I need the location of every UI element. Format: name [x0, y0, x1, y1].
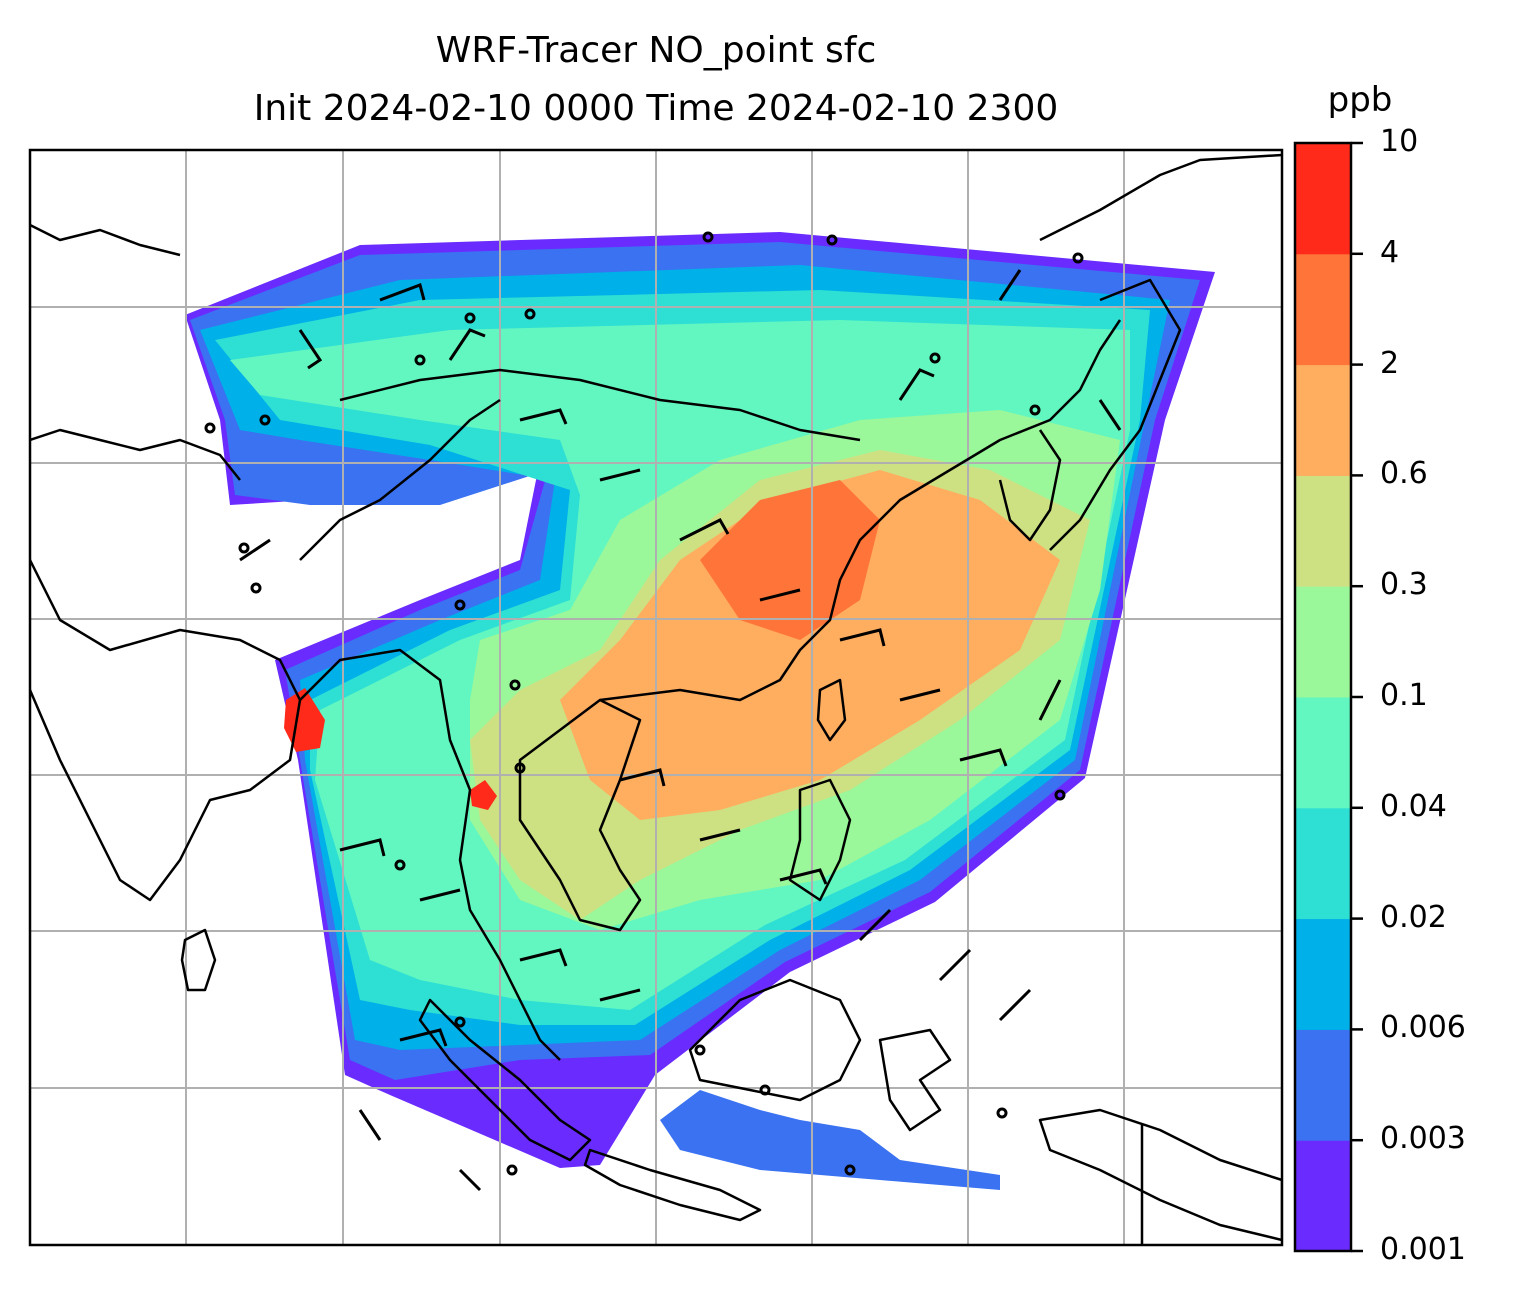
border-mongolia [339, 368, 861, 442]
colorbar-tick-label: 0.02 [1380, 899, 1447, 935]
coastlines [30, 153, 1282, 1245]
coast-java [583, 1148, 762, 1222]
coast-arabia [30, 428, 241, 481]
colorbar-segment-2 [1295, 918, 1351, 1030]
coast-taiwan [816, 678, 847, 742]
map-subtitle: Init 2024-02-10 0000 Time 2024-02-10 230… [253, 88, 1059, 129]
colorbar-unit: ppb [1327, 80, 1393, 120]
colorbar-segment-4 [1295, 697, 1351, 809]
colorbar [1295, 143, 1351, 1252]
map-title: WRF-Tracer NO_point sfc [435, 30, 877, 71]
colorbar-tick-label: 0.001 [1380, 1232, 1466, 1267]
coast-newguinea [1038, 1108, 1282, 1242]
coast-india [30, 559, 302, 902]
tracer-south-patch [660, 1090, 1000, 1190]
colorbar-segment-7 [1295, 364, 1351, 476]
border-china-west [299, 398, 501, 561]
colorbar-segment-6 [1295, 475, 1351, 587]
colorbar-tick-label: 2 [1380, 345, 1400, 381]
coast-siberia [1039, 153, 1282, 242]
colorbar-tick-label: 0.6 [1380, 456, 1428, 492]
colorbar-tick-label: 0.1 [1380, 678, 1428, 713]
colorbar-tick-label: 10 [1380, 124, 1419, 159]
coast-bay-east [299, 648, 561, 1061]
colorbar-segment-9 [1295, 143, 1351, 255]
colorbar-segment-1 [1295, 1029, 1351, 1141]
coast-sulawesi [878, 1028, 952, 1132]
colorbar-tick-label: 0.006 [1380, 1010, 1466, 1046]
coast-china [599, 319, 1122, 702]
colorbar-tick-label: 0.003 [1380, 1121, 1466, 1157]
wind-barbs [239, 269, 1122, 1192]
colorbar-tick-label: 4 [1380, 234, 1400, 270]
colorbar-segment-5 [1295, 586, 1351, 698]
coast-sumatra [418, 998, 592, 1162]
colorbar-segment-3 [1295, 807, 1351, 920]
coast-srilanka [180, 928, 217, 992]
coast-caspian [30, 223, 181, 257]
colorbar-tick-label: 0.3 [1380, 567, 1428, 603]
colorbar-ticks [1351, 141, 1363, 1253]
tracer-field [185, 232, 1215, 1190]
tracer-hotspot [470, 780, 497, 810]
colorbar-segment-8 [1295, 253, 1351, 366]
colorbar-tick-label: 0.04 [1380, 788, 1447, 824]
coast-borneo [688, 978, 862, 1102]
map-frame [28, 148, 1284, 1247]
coast-japan [1049, 278, 1182, 551]
coast-indochina [518, 698, 642, 932]
tracer-layer-7 [560, 470, 1060, 820]
coast-korea [998, 429, 1062, 542]
coast-philippines [788, 778, 852, 902]
colorbar-segment-0 [1295, 1140, 1351, 1252]
calm-markers [204, 231, 1084, 1176]
